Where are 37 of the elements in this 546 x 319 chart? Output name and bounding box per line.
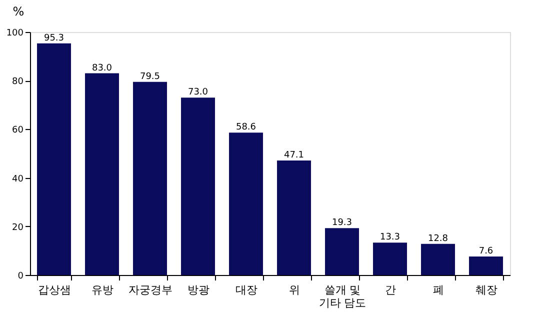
bar	[133, 82, 167, 275]
x-tick-label: 위	[289, 284, 300, 296]
x-tick-label: 간	[385, 284, 396, 296]
bar	[181, 98, 215, 275]
y-tick-label: 0	[18, 272, 24, 282]
x-tick-label: 방광	[188, 284, 210, 296]
x-tick-label: 췌장	[476, 284, 498, 296]
bar	[277, 160, 311, 275]
bar	[37, 43, 71, 275]
bar	[85, 73, 119, 275]
x-tick-label: 대장	[236, 284, 258, 296]
data-label: 12.8	[428, 234, 448, 244]
data-label: 7.6	[478, 246, 494, 257]
bar	[421, 244, 455, 275]
bar	[469, 256, 503, 275]
data-label: 47.1	[284, 150, 304, 161]
data-label: 58.6	[236, 122, 256, 133]
x-tick-label: 유방	[92, 284, 114, 296]
data-label: 79.5	[140, 72, 160, 82]
x-tick-label: 갑상샘	[38, 284, 71, 296]
bar	[325, 228, 359, 275]
data-label: 83.0	[92, 63, 112, 74]
data-label: 95.3	[44, 33, 64, 44]
y-tick-label: 80	[12, 77, 24, 88]
x-tick-label: 폐	[433, 284, 444, 296]
bar	[373, 242, 407, 275]
y-tick-label: 20	[12, 222, 24, 233]
data-label: 19.3	[332, 218, 352, 228]
x-tick-label: 쓸개 및 기타 담도	[318, 284, 366, 310]
data-label: 73.0	[188, 88, 208, 98]
y-tick-label: 100	[6, 28, 24, 38]
y-axis-title: %	[12, 4, 24, 18]
data-label: 13.3	[380, 232, 400, 243]
y-tick-label: 60	[12, 126, 24, 136]
y-tick-label: 40	[12, 174, 24, 184]
x-tick-label: 자궁경부	[128, 284, 172, 296]
bar	[229, 132, 263, 275]
